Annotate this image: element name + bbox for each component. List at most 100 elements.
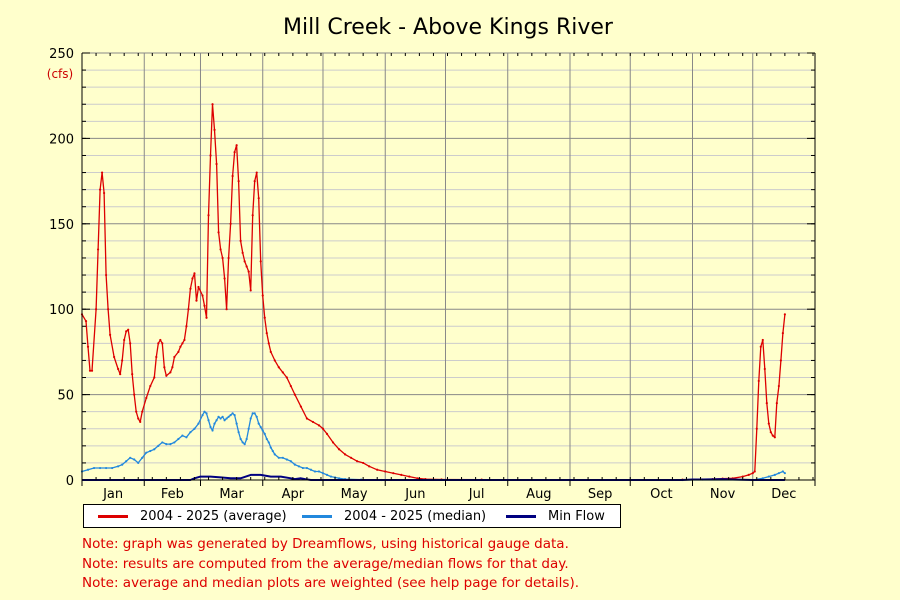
series-point xyxy=(229,222,232,225)
legend-swatch-median xyxy=(302,514,332,518)
series-point xyxy=(761,477,764,480)
series-point xyxy=(121,463,124,466)
series-point xyxy=(265,332,268,335)
series-point xyxy=(135,410,138,413)
series-point xyxy=(325,473,329,476)
series-point xyxy=(253,180,256,183)
series-point xyxy=(185,325,188,328)
series-point xyxy=(267,342,270,345)
series-point xyxy=(273,359,276,362)
x-tick-label-month: Apr xyxy=(282,487,305,502)
series-point xyxy=(221,415,224,418)
series-point xyxy=(86,468,90,471)
legend-item-median: 2004 - 2025 (median) xyxy=(302,505,486,527)
series-point xyxy=(149,449,152,453)
series-point xyxy=(269,446,272,449)
series-point xyxy=(257,197,260,200)
series-point xyxy=(185,436,188,439)
series-point xyxy=(149,384,152,388)
series-point xyxy=(221,256,224,260)
series-point xyxy=(781,332,784,335)
series-point xyxy=(243,443,246,446)
series-point xyxy=(255,415,258,418)
series-point xyxy=(137,417,140,420)
series-point xyxy=(98,466,102,470)
series-point xyxy=(111,466,114,470)
series-point xyxy=(767,475,770,478)
series-point xyxy=(183,338,186,342)
legend-label-min-flow: Min Flow xyxy=(548,508,605,524)
x-tick-label-month: Jul xyxy=(468,487,485,502)
chart-title: Mill Creek - Above Kings River xyxy=(283,15,614,40)
series-point xyxy=(153,376,156,379)
series-point xyxy=(121,359,124,362)
series-point xyxy=(293,393,296,396)
series-point xyxy=(313,470,317,473)
series-point xyxy=(317,470,321,473)
series-point xyxy=(219,248,222,251)
series-point xyxy=(231,412,234,415)
chart-axes: 0 50 100 150 200 250 Jan Feb Mar Apr May Jun Jul Aug S… xyxy=(49,47,816,502)
series-point xyxy=(179,345,182,348)
series-point xyxy=(193,272,196,275)
series-point xyxy=(259,425,262,429)
series-point xyxy=(96,248,100,251)
y-tick-label: 250 xyxy=(49,47,74,62)
series-point xyxy=(765,402,768,405)
chart-grid xyxy=(81,52,816,481)
series-point xyxy=(368,465,371,468)
series-point xyxy=(109,333,112,336)
y-tick-label: 50 xyxy=(57,389,74,404)
series-point xyxy=(305,466,309,470)
series-point xyxy=(211,429,214,432)
series-point xyxy=(181,434,184,437)
series-point xyxy=(165,443,168,446)
series-point xyxy=(261,429,264,432)
legend-item-average: 2004 - 2025 (average) xyxy=(98,505,287,527)
y-tick-label: 150 xyxy=(49,218,74,233)
series-point xyxy=(253,412,256,415)
series-point xyxy=(247,270,250,273)
series-point xyxy=(779,359,782,362)
legend-swatch-min-flow xyxy=(506,514,536,518)
note-line: Note: average and median plots are weigh… xyxy=(82,575,580,591)
series-point xyxy=(400,473,403,476)
series-point xyxy=(763,367,766,371)
series-point xyxy=(86,345,90,348)
series-point xyxy=(205,316,208,319)
series-point xyxy=(773,473,776,476)
series-point xyxy=(777,472,780,475)
series-point xyxy=(267,441,270,444)
series-point xyxy=(343,453,347,456)
series-point xyxy=(325,432,329,435)
series-point xyxy=(117,367,120,371)
x-tick-label-month: Mar xyxy=(219,487,244,502)
series-point xyxy=(329,475,333,478)
series-point xyxy=(317,424,321,427)
series-point xyxy=(102,191,106,195)
series-point xyxy=(285,458,288,461)
series-point xyxy=(755,427,758,430)
legend-item-min-flow: Min Flow xyxy=(506,505,605,527)
series-point xyxy=(241,251,244,254)
note-line: Note: graph was generated by Dreamflows,… xyxy=(82,536,569,552)
series-point xyxy=(229,413,232,417)
note-line: Note: results are computed from the aver… xyxy=(82,555,569,572)
series-point xyxy=(337,477,341,480)
series-point xyxy=(125,460,128,463)
notes: Note: graph was generated by Dreamflows,… xyxy=(82,535,579,594)
series-point xyxy=(191,277,194,280)
series-point xyxy=(207,419,210,422)
series-point xyxy=(259,260,262,263)
x-tick-label-month: May xyxy=(341,487,368,502)
y-tick-label: 0 xyxy=(66,474,74,489)
series-point xyxy=(104,466,108,470)
series-point xyxy=(173,355,176,359)
series-point xyxy=(169,443,172,446)
series-point xyxy=(257,422,260,425)
series-point xyxy=(741,475,744,478)
series-point xyxy=(161,342,164,345)
series-point xyxy=(233,413,236,417)
series-point xyxy=(237,431,240,434)
